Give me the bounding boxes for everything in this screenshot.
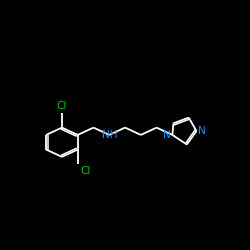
Text: N: N: [198, 126, 206, 136]
Text: Cl: Cl: [57, 102, 67, 112]
Text: NH: NH: [102, 130, 117, 140]
Text: N: N: [163, 130, 171, 140]
Text: Cl: Cl: [80, 166, 90, 176]
